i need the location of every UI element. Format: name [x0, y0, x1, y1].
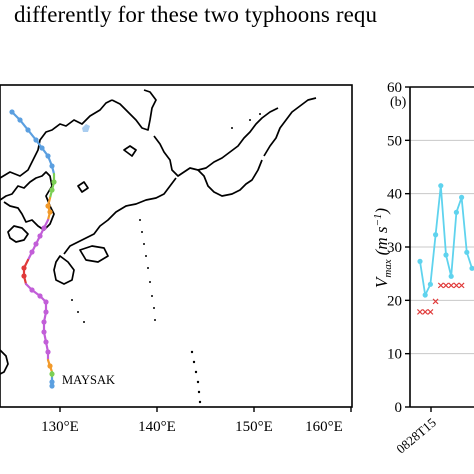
chart-cross-point: × — [437, 280, 445, 291]
chart-y-tick-label: 20 — [387, 293, 402, 309]
chart-y-tick-label: 10 — [387, 347, 402, 363]
chart-point — [443, 252, 449, 258]
chart-cross-point: × — [457, 280, 465, 291]
chart-point — [459, 194, 465, 200]
map-x-tick-130: 130°E — [41, 419, 79, 435]
map-track-label: MAYSAK — [62, 373, 115, 387]
chart-point — [438, 183, 444, 189]
chart-point — [469, 265, 474, 271]
chart-panel-label: (b) — [390, 95, 407, 110]
chart-cross-point: × — [431, 296, 439, 307]
chart-cross-point: × — [426, 307, 434, 318]
map-typhoon-track — [10, 110, 56, 388]
map-frame — [0, 84, 353, 408]
chart-point — [433, 232, 439, 238]
map-x-tick-160: 160°E — [305, 419, 343, 435]
track-segment-green — [48, 172, 56, 200]
figure-caption: differently for these two typhoons requ — [14, 2, 378, 27]
chart-cross-point: × — [416, 307, 424, 318]
chart-y-ticks: 0 10 20 30 40 50 60 — [387, 80, 410, 416]
map-panel: 130°E 140°E 150°E 160°E MAYSAK — [0, 84, 353, 435]
track-segment-orange — [46, 196, 52, 222]
chart-y-axis-label: Vmax(m s−1) — [372, 208, 394, 288]
track-segment-purple-lower — [24, 282, 50, 362]
chart-y-tick-label: 60 — [387, 80, 402, 96]
chart-cross-point: × — [421, 307, 429, 318]
chart-y-tick-label: 50 — [387, 133, 402, 149]
chart-y-tick-label: 0 — [395, 400, 403, 416]
chart-point — [448, 273, 454, 279]
map-island-dots — [71, 113, 261, 404]
chart-cross-point: × — [452, 280, 460, 291]
chart-point — [427, 281, 433, 287]
chart-point — [453, 209, 459, 215]
chart-series-line — [419, 185, 474, 298]
chart-x-tick-label: 0828T15 — [393, 415, 439, 457]
chart-series: ××××××××× — [416, 183, 474, 318]
chart-y-tick-label: 30 — [387, 240, 402, 256]
map-track-markers — [9, 109, 90, 389]
chart-y-tick-label: 40 — [387, 187, 402, 203]
chart-point — [417, 258, 423, 264]
map-x-tick-marks — [59, 407, 352, 412]
track-segment-red — [22, 258, 30, 286]
chart-point — [464, 249, 470, 255]
chart-cross-point: × — [442, 280, 450, 291]
chart-point — [422, 292, 428, 298]
chart-gridlines — [410, 139, 474, 355]
map-x-tick-140: 140°E — [138, 419, 176, 435]
map-x-tick-150: 150°E — [235, 419, 273, 435]
chart-cross-point: × — [447, 280, 455, 291]
map-coastlines — [0, 89, 317, 375]
